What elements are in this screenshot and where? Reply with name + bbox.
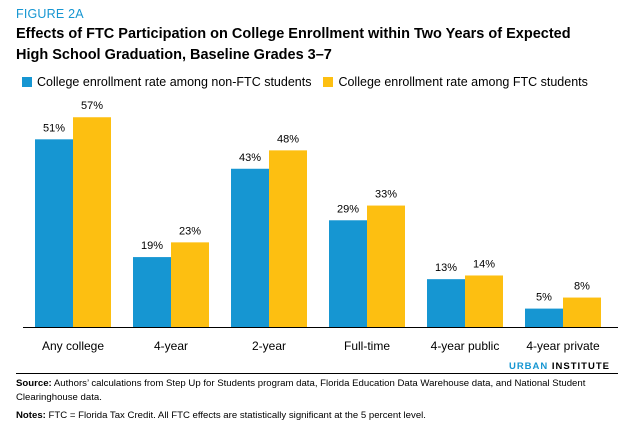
- footnotes: Source: Authors’ calculations from Step …: [16, 377, 616, 423]
- chart-title: Effects of FTC Participation on College …: [16, 26, 571, 63]
- category-label-0: Any college: [42, 339, 104, 353]
- legend-swatch-non-ftc: [22, 77, 32, 87]
- bar-non-ftc-0: [35, 139, 73, 327]
- notes-note: Notes: FTC = Florida Tax Credit. All FTC…: [16, 409, 616, 423]
- notes-text: FTC = Florida Tax Credit. All FTC effect…: [48, 410, 426, 421]
- data-label-non-ftc-1: 19%: [141, 240, 163, 252]
- source-text: Authors’ calculations from Step Up for S…: [16, 378, 586, 403]
- legend-label-non-ftc: College enrollment rate among non-FTC st…: [37, 75, 312, 89]
- bar-non-ftc-3: [329, 220, 367, 327]
- urban-institute-logo: URBAN INSTITUTE: [509, 361, 610, 372]
- brand-institute: INSTITUTE: [551, 361, 610, 372]
- brand-urban: URBAN: [508, 361, 549, 372]
- bar-ftc-0: [73, 117, 111, 328]
- legend-item-ftc: College enrollment rate among FTC studen…: [323, 75, 588, 89]
- bar-non-ftc-2: [231, 168, 269, 327]
- data-label-ftc-3: 33%: [375, 189, 397, 201]
- source-label: Source:: [16, 378, 52, 389]
- bar-ftc-5: [563, 297, 601, 327]
- category-label-1: 4-year: [154, 339, 188, 353]
- legend: College enrollment rate among non-FTC st…: [22, 75, 600, 89]
- bar-ftc-2: [269, 150, 307, 327]
- data-label-non-ftc-4: 13%: [435, 262, 457, 274]
- legend-item-non-ftc: College enrollment rate among non-FTC st…: [22, 75, 311, 89]
- bar-ftc-4: [465, 275, 503, 327]
- data-label-ftc-0: 57%: [81, 100, 103, 112]
- data-label-non-ftc-3: 29%: [337, 203, 359, 215]
- category-label-3: Full-time: [344, 339, 390, 353]
- category-label-5: 4-year private: [526, 339, 600, 353]
- data-label-ftc-2: 48%: [277, 133, 299, 145]
- source-note: Source: Authors’ calculations from Step …: [16, 377, 616, 405]
- data-label-non-ftc-2: 43%: [239, 152, 261, 164]
- notes-label: Notes:: [16, 410, 46, 421]
- bar-non-ftc-1: [133, 257, 171, 327]
- footer-divider: [16, 373, 618, 374]
- legend-swatch-ftc: [323, 77, 334, 87]
- data-label-non-ftc-0: 51%: [43, 122, 65, 134]
- bar-ftc-1: [171, 242, 209, 327]
- data-label-ftc-5: 8%: [574, 281, 590, 293]
- figure-label: FIGURE 2A: [16, 7, 84, 21]
- data-label-ftc-1: 23%: [179, 225, 201, 237]
- category-label-2: 2-year: [252, 339, 286, 353]
- legend-label-ftc: College enrollment rate among FTC studen…: [338, 75, 588, 89]
- bar-non-ftc-5: [525, 308, 563, 327]
- data-label-ftc-4: 14%: [473, 258, 495, 270]
- data-label-non-ftc-5: 5%: [536, 292, 552, 304]
- category-label-4: 4-year public: [431, 339, 500, 353]
- bar-chart: 51% 57% Any college 19% 23% 4-year 43% 48% 2-yea…: [23, 100, 618, 353]
- bar-non-ftc-4: [427, 279, 465, 327]
- bar-ftc-3: [367, 205, 405, 327]
